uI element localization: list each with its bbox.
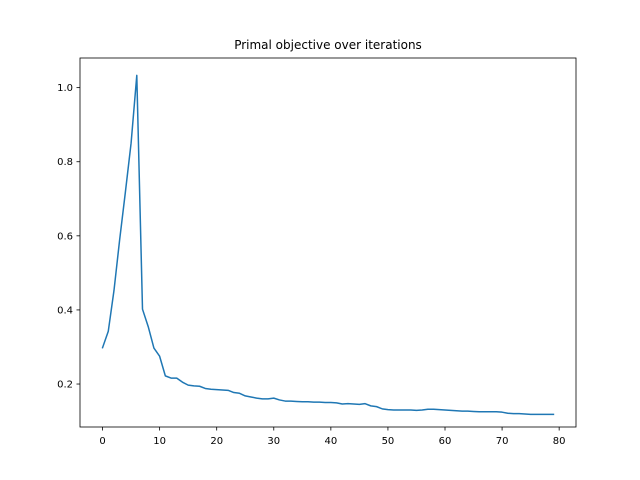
y-tick-label: 0.6 [57,231,73,242]
y-tick-label: 0.8 [57,157,73,168]
x-tick-label: 40 [324,436,337,447]
y-axis: 0.2 0.4 0.6 0.8 1.0 [57,83,80,391]
x-tick-label: 0 [99,436,105,447]
x-axis: 0 10 20 30 40 50 60 70 80 [99,427,566,447]
chart-title: Primal objective over iterations [234,38,422,52]
y-tick-label: 0.4 [57,305,73,316]
y-tick-label: 1.0 [57,83,73,94]
plot-frame [79,57,577,428]
series-layer [101,74,555,416]
x-tick-label: 30 [267,436,280,447]
series-line-0 [101,74,555,416]
x-tick-label: 70 [496,436,509,447]
x-tick-label: 50 [382,436,395,447]
x-tick-label: 10 [153,436,166,447]
x-tick-label: 80 [553,436,566,447]
x-tick-label: 20 [210,436,223,447]
y-tick-label: 0.2 [57,380,73,391]
plot-area [80,58,576,427]
x-tick-label: 60 [439,436,452,447]
